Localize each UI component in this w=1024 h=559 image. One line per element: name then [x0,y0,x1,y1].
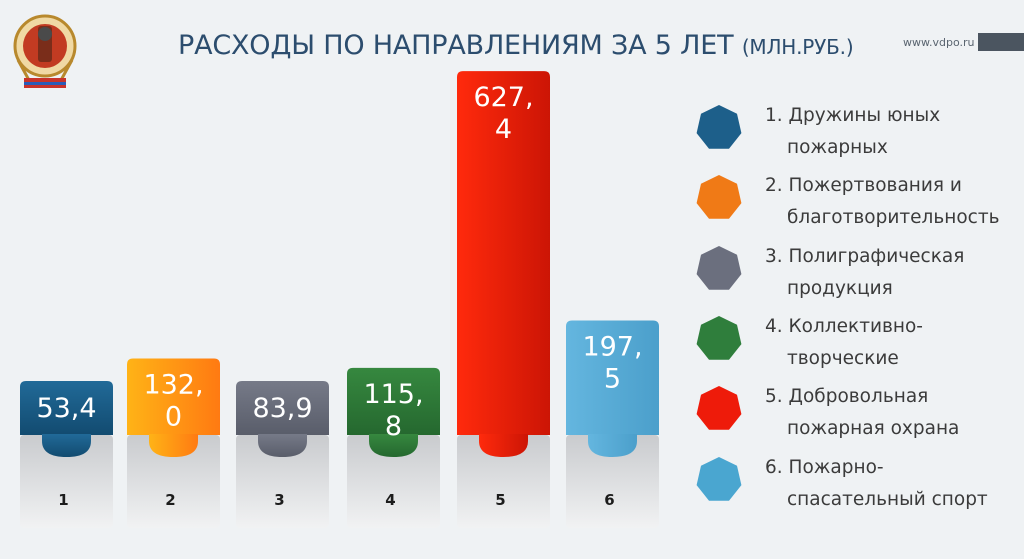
bar-tab-5 [479,434,528,457]
bar-value-label-4: 8 [385,411,402,442]
legend-item-3: 3. Полиграфическая продукция [695,244,1024,306]
organization-emblem [13,14,77,88]
legend-text: 4. Коллективно-творческие [765,311,1024,375]
legend-swatch-heptagon [696,105,742,149]
legend-line-2: пожарная охрана [787,418,960,439]
bar-value-label-5: 4 [495,114,512,145]
bar-base-4 [347,435,440,528]
legend-line-1: 6. Пожарно- [765,457,884,478]
bar-base-2 [127,435,220,528]
legend-text: 2. Пожертвования и благотворительность [765,170,1024,234]
bar-category-label-1: 1 [58,491,68,509]
bar-value-label-1: 53,4 [36,393,96,424]
legend-swatch-heptagon [696,316,742,360]
bar-tab-6 [588,434,637,457]
bar-category-label-4: 4 [385,491,395,509]
legend-line-2: благотворительность [787,207,1000,228]
bar-tab-2 [149,434,198,457]
title-main: РАСХОДЫ ПО НАПРАВЛЕНИЯМ ЗА 5 ЛЕТ [178,30,734,61]
legend-line-1: 3. Полиграфическая [765,246,965,267]
bar-base-1 [20,435,113,528]
legend-swatch-heptagon [696,457,742,501]
legend-item-6: 6. Пожарно-спасательный спорт [695,455,1024,517]
legend-text: 6. Пожарно-спасательный спорт [765,452,1024,516]
bar-category-label-2: 2 [165,491,175,509]
bar-1 [20,381,113,435]
bar-3 [236,381,329,435]
legend-line-1: 4. Коллективно- [765,316,923,337]
bar-tab-4 [369,434,418,457]
legend-swatch-heptagon [696,386,742,430]
legend-line-1: 2. Пожертвования и [765,175,962,196]
legend-item-5: 5. Добровольная пожарная охрана [695,384,1024,446]
legend-line-2: продукция [787,278,893,299]
bar-value-label-4: 115, [363,379,423,410]
title-units: (МЛН.РУБ.) [741,35,854,59]
bar-category-label-5: 5 [495,491,505,509]
legend-item-4: 4. Коллективно-творческие [695,314,1024,376]
bar-6 [566,320,659,435]
bar-category-label-6: 6 [604,491,614,509]
bar-value-label-6: 5 [604,363,621,394]
bar-5 [457,71,550,435]
bar-value-label-6: 197, [582,331,642,362]
bar-base-6 [566,435,659,528]
legend-item-2: 2. Пожертвования и благотворительность [695,173,1024,235]
bar-base-3 [236,435,329,528]
legend-text: 5. Добровольная пожарная охрана [765,381,1024,445]
bar-value-label-2: 0 [165,401,182,432]
page-title: РАСХОДЫ ПО НАПРАВЛЕНИЯМ ЗА 5 ЛЕТ (МЛН.РУ… [178,30,868,61]
legend-text: 3. Полиграфическая продукция [765,241,1024,305]
legend-swatch-heptagon [696,175,742,219]
bar-value-label-3: 83,9 [252,393,312,424]
legend-item-1: 1. Дружины юных пожарных [695,103,1024,165]
bar-category-label-3: 3 [274,491,284,509]
bar-value-label-2: 132, [143,369,203,400]
website-link[interactable]: www.vdpo.ru [903,36,975,49]
legend-line-2: творческие [787,348,899,369]
bar-tab-3 [258,434,307,457]
bar-4 [347,367,440,435]
legend-line-2: спасательный спорт [787,489,988,510]
legend-text: 1. Дружины юных пожарных [765,100,1024,164]
legend-line-1: 5. Добровольная [765,386,929,407]
legend-swatch-heptagon [696,246,742,290]
corner-decoration-bar [978,33,1024,51]
bar-base-5 [457,435,550,528]
bar-value-label-5: 627, [473,82,533,113]
bar-2 [127,358,220,435]
legend-line-1: 1. Дружины юных [765,105,941,126]
legend-line-2: пожарных [787,137,888,158]
bar-tab-1 [42,434,91,457]
